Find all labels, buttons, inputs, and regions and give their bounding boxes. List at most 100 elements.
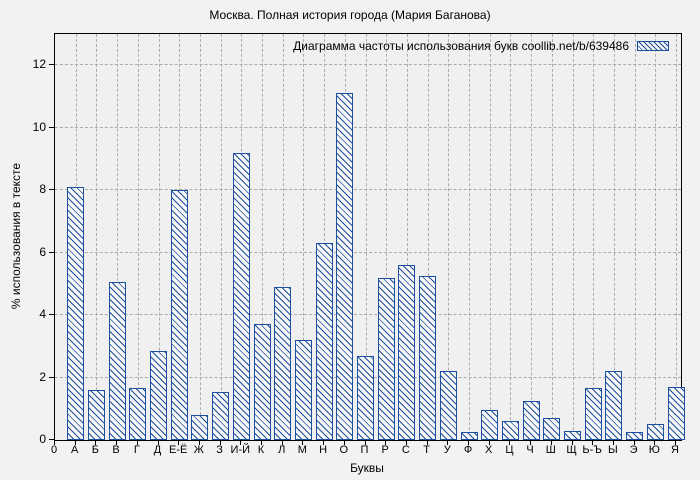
x-tick-label: Э [629,444,638,456]
bar [150,351,167,440]
x-tick-mark [261,440,262,445]
x-tick-mark [364,440,366,445]
v-gridline [96,34,98,440]
y-tick-mark [49,251,54,253]
v-gridline [406,34,408,440]
bar [481,410,499,440]
x-tick-label: Ы [608,444,618,456]
h-gridline [55,189,681,191]
x-tick-mark [654,440,656,445]
bar [439,371,457,440]
x-tick-label: Д [153,444,162,456]
v-gridline [220,34,222,440]
bar [253,324,271,440]
v-gridline [448,34,450,440]
x-tick-mark [95,440,97,445]
h-gridline [55,314,681,316]
legend-label: Диаграмма частоты использования букв coo… [293,39,629,53]
x-tick-label: Ш [545,444,556,456]
v-gridline [158,34,160,440]
x-tick-label: Ц [505,444,514,456]
x-tick-mark [219,440,221,445]
v-gridline [634,34,636,440]
y-tick-label: 4 [39,307,46,322]
y-tick-mark [49,126,54,128]
v-gridline [324,34,326,440]
x-tick-mark [343,440,345,445]
y-axis-tick-labels: 0 2 4 6 8 10 12 [0,0,46,480]
y-tick-mark [49,439,54,440]
v-gridline [282,34,284,440]
bar [646,424,664,440]
x-tick-mark [612,440,614,445]
x-tick-label: Я [671,444,679,456]
chart-title: Москва. Полная история города (Мария Баг… [209,8,491,22]
x-tick-label: Т [423,444,430,456]
x-tick-label: Ю [648,444,660,456]
x-tick-mark [571,440,573,445]
x-tick-mark [178,440,180,445]
bar [191,415,209,440]
x-tick-mark [633,440,635,445]
bar [315,243,333,440]
x-tick-mark [157,440,159,445]
bar [377,277,395,440]
bar [667,386,685,440]
h-gridline [55,126,681,128]
v-gridline [117,34,119,440]
v-gridline [262,34,263,440]
h-gridline [55,251,681,253]
x-tick-mark [385,440,387,445]
bar [543,418,561,440]
bar [584,388,602,440]
x-tick-label: Р [381,444,389,456]
v-gridline [137,34,139,440]
y-tick-label: 10 [32,119,46,134]
x-tick-label: Х [485,444,493,456]
x-tick-mark [136,440,138,445]
v-gridline [551,34,553,440]
x-tick-mark [468,440,469,445]
bar [605,371,623,440]
x-axis-title: Буквы [350,461,384,475]
x-tick-mark [592,440,594,445]
v-gridline [386,34,388,440]
bar [274,286,292,440]
x-axis-tick-labels: 0 А Б В Г Д Е-Ё Ж З И-Й К Л М Н О П Р С Т У Ф Х Ц Ч Ш Щ Ь-Ъ Ы Э Ю Я [0,445,700,459]
x-tick-label: З [216,444,223,456]
v-gridline [676,34,677,440]
x-tick-mark [447,440,449,445]
x-tick-mark [198,440,200,445]
legend: Диаграмма частоты использования букв coo… [293,39,669,53]
v-gridline [531,34,533,440]
x-tick-mark [240,440,242,445]
x-tick-label: П [360,444,369,456]
bar [212,391,230,440]
x-tick-label: Л [278,444,286,456]
x-tick-label: Ж [193,444,204,456]
x-tick-label: У [443,444,451,456]
bar [501,421,519,440]
bar [564,430,581,440]
x-tick-label: Ь-Ъ [582,444,602,456]
x-tick-mark [116,440,118,445]
y-tick-mark [49,314,54,316]
x-tick-label: Е-Ё [169,444,188,456]
v-gridline [655,34,657,440]
x-tick-mark [281,440,283,445]
v-gridline [199,34,201,440]
x-tick-label: О [339,444,349,456]
v-gridline [365,34,367,440]
x-tick-label: Щ [566,444,577,456]
y-tick-mark [49,376,54,378]
v-gridline [303,34,305,440]
y-tick-label: 6 [39,244,46,259]
x-tick-label: Ф [463,444,473,456]
v-gridline [572,34,574,440]
v-gridline [613,34,615,440]
x-tick-label: Б [91,444,99,456]
x-tick-label: В [112,444,120,456]
x-tick-mark [509,440,511,445]
x-tick-label: М [297,444,307,456]
